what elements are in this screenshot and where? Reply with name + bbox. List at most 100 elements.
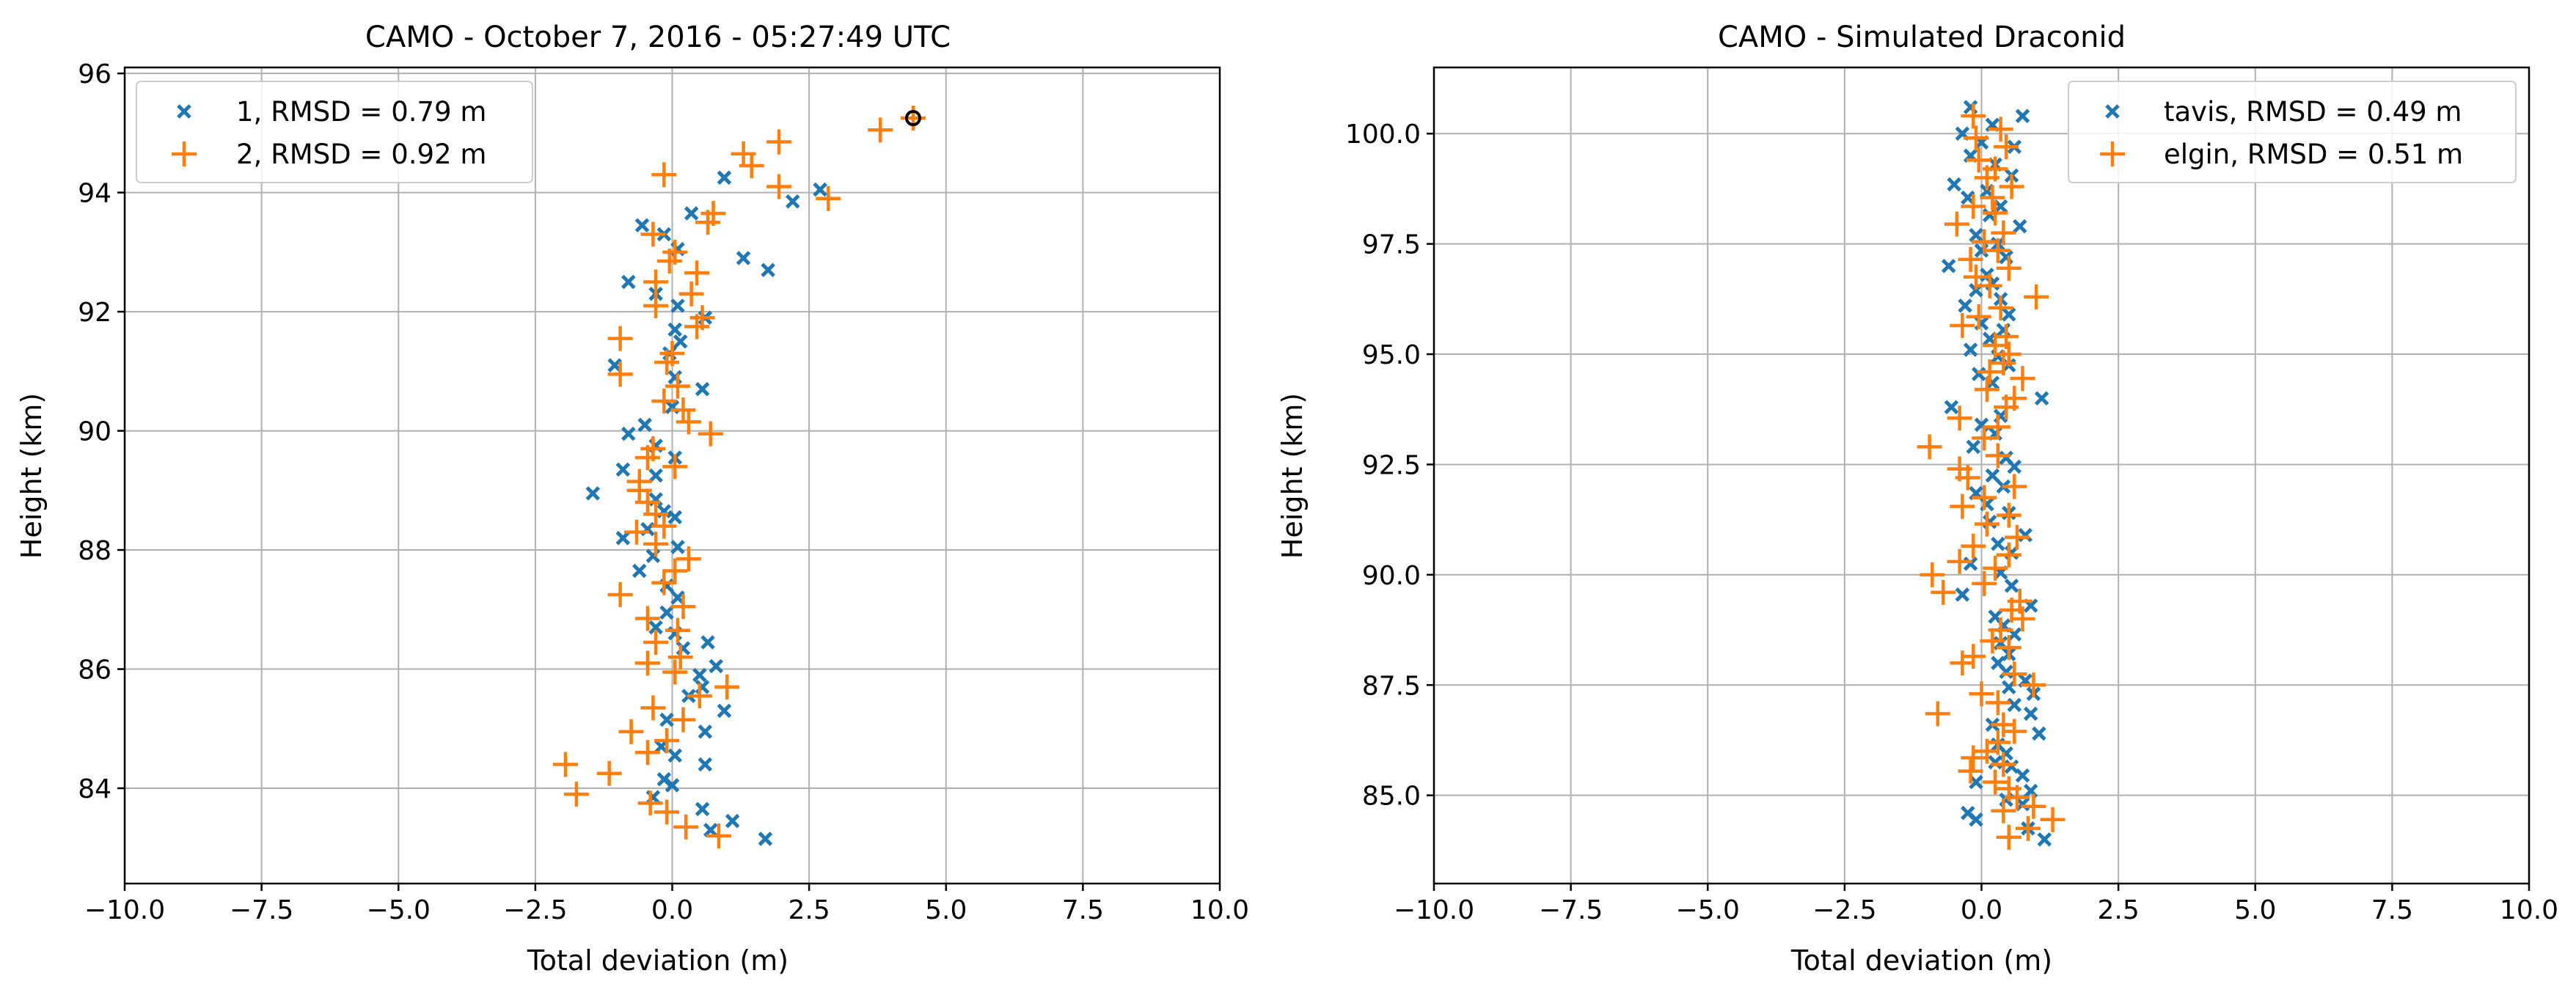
data-point-series-1 (667, 748, 683, 763)
data-point-series-1 (736, 251, 751, 265)
data-point-series-2 (634, 445, 660, 471)
axes: −10.0 −7.5 −5.0 −2.5 0.0 2.5 5.0 7.5 10.0 84 86 88 9… (78, 59, 1249, 925)
data-point-series-2 (670, 594, 696, 620)
data-point-series-1 (717, 170, 732, 186)
data-point-series-2 (1994, 134, 2019, 160)
data-point-series-2 (662, 454, 688, 480)
data-point-series-1 (585, 486, 601, 501)
legend-label-series-2: elgin, RMSD = 0.51 m (2164, 139, 2463, 170)
data-point-series-2 (1977, 273, 2002, 298)
data-point-series-1 (1988, 754, 2002, 770)
x-axis-label: Total deviation (m) (1790, 944, 2052, 977)
data-point-series-2 (673, 814, 699, 840)
data-point-series-1 (1955, 587, 1970, 602)
y-tick-label: 87.5 (1362, 671, 1421, 701)
data-point-series-2 (1961, 194, 1986, 219)
data-point-series-1 (698, 757, 713, 772)
data-point-series-1 (659, 605, 674, 620)
x-tick-label: −2.5 (1812, 895, 1876, 925)
data-point-series-2 (662, 558, 688, 584)
chart-simulated-draconid: −10.0 −7.5 −5.0 −2.5 0.0 2.5 5.0 7.5 10.0 85.0 87.… (1276, 21, 2558, 977)
x-tick-label: 0.0 (651, 895, 693, 925)
data-point-series-2 (1972, 425, 1997, 451)
data-point-series-2 (1958, 246, 1983, 272)
data-point-series-1 (1985, 468, 2000, 483)
x-tick-label: −10.0 (1394, 895, 1474, 925)
data-point-series-2 (684, 314, 710, 339)
data-point-series-2 (1964, 125, 1989, 151)
data-point-series-2 (766, 129, 792, 155)
x-tick-label: −10.0 (84, 895, 165, 925)
data-point-series-2 (665, 373, 690, 399)
data-point-series-2 (1994, 394, 2019, 420)
data-point-series-1 (695, 801, 710, 817)
data-point-series-1 (667, 510, 683, 525)
data-point-series-1 (1944, 400, 1959, 415)
data-point-series-2 (766, 174, 792, 199)
y-tick-label: 94 (78, 179, 111, 209)
data-point-series-2 (1969, 681, 1994, 707)
data-point-series-1 (637, 417, 652, 433)
data-point-series-2 (1974, 511, 1999, 537)
data-point-series-2 (676, 409, 701, 435)
data-point-series-2 (1985, 238, 2010, 263)
legend-marker-series-2 (2100, 142, 2125, 166)
data-point-series-2 (2005, 785, 2030, 810)
y-tick-label: 84 (78, 774, 111, 804)
y-axis-label: Height (km) (1276, 393, 1309, 559)
data-point-series-2 (1964, 264, 1989, 290)
data-point-series-2 (1983, 555, 2008, 581)
y-tick-label: 95.0 (1362, 340, 1421, 370)
data-point-series-2 (2010, 606, 2035, 632)
data-point-series-1 (667, 322, 683, 337)
data-point-series-2 (634, 650, 660, 676)
data-point-series-2 (1950, 650, 1975, 676)
data-point-series-1 (648, 620, 663, 635)
data-point-series-1 (1969, 227, 1983, 243)
data-point-series-1 (692, 667, 707, 683)
x-tick-label: 5.0 (925, 895, 967, 925)
x-tick-label: 5.0 (2234, 895, 2276, 925)
data-point-series-1 (1963, 557, 1978, 571)
data-point-series-2 (1950, 312, 1975, 338)
data-point-series-2 (706, 823, 731, 849)
legend-label-series-1: 1, RMSD = 0.79 m (236, 96, 486, 128)
y-tick-label: 96 (78, 59, 111, 89)
data-point-series-2 (1972, 229, 1997, 254)
data-point-series-2 (1985, 443, 2010, 469)
x-axis-label: Total deviation (m) (527, 944, 788, 977)
data-point-series-2 (1950, 493, 1975, 519)
data-point-series-2 (563, 782, 589, 807)
x-tick-label: 0.0 (1961, 895, 2002, 925)
data-point-series-2 (1961, 745, 1986, 771)
data-point-series-2 (1983, 333, 2008, 359)
y-tick-label: 90.0 (1362, 561, 1421, 591)
x-tick-label: 10.0 (1190, 895, 1249, 925)
data-point-series-1 (621, 426, 636, 441)
y-tick-label: 92.5 (1362, 450, 1421, 480)
data-point-series-1 (2037, 832, 2052, 847)
data-point-series-1 (621, 274, 636, 290)
chart-title: CAMO - October 7, 2016 - 05:27:49 UTC (365, 21, 951, 54)
data-point-series-2 (2002, 661, 2027, 687)
data-point-series-2 (1983, 200, 2008, 226)
data-point-series-2 (1955, 465, 1980, 491)
data-point-series-2 (1996, 824, 2021, 850)
data-point-series-1 (1969, 812, 1983, 827)
data-point-series-2 (607, 326, 633, 351)
data-point-series-2 (2002, 719, 2027, 744)
data-point-series-1 (1947, 177, 1961, 192)
data-point-series-1 (725, 813, 740, 829)
data-point-series-1 (1963, 342, 1978, 357)
legend-label-series-2: 2, RMSD = 0.92 m (236, 139, 486, 170)
data-point-series-2 (1991, 350, 2016, 376)
data-point-series-1 (2007, 459, 2022, 474)
data-point-series-2 (667, 645, 693, 670)
data-point-series-2 (816, 186, 841, 211)
data-point-series-2 (1996, 635, 2021, 661)
data-point-series-2 (676, 546, 701, 572)
data-point-series-2 (596, 760, 622, 786)
data-point-series-2 (607, 361, 633, 387)
data-point-series-2 (1966, 147, 1991, 173)
data-point-series-2 (1985, 414, 2010, 440)
